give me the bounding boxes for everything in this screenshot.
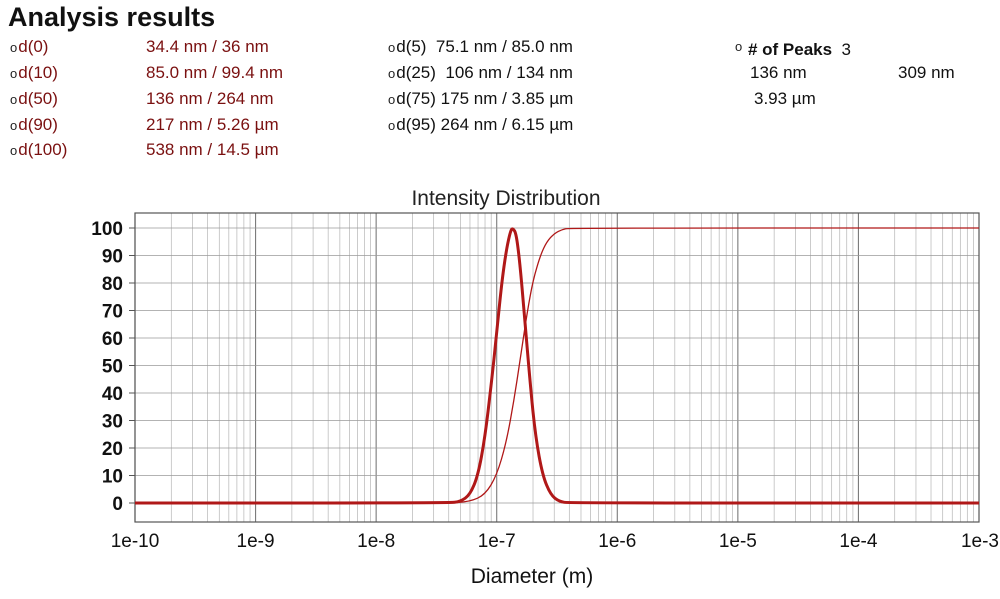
y-tick-label: 60: [102, 329, 123, 350]
plot-frame: [134, 212, 980, 523]
stat-d95: od(95) 264 nm / 6.15 µm: [388, 115, 574, 134]
series-line-2: [135, 227, 979, 504]
x-axis-label: Diameter (m): [471, 565, 594, 588]
y-tick-label: 10: [102, 467, 123, 488]
chart-grid: [134, 213, 979, 522]
peak-value-3: 3.93 µm: [754, 89, 816, 108]
x-tick-label: 1e-6: [598, 531, 636, 552]
peak-value-2: 309 nm: [898, 63, 955, 82]
stat-d25: od(25) 106 nm / 134 nm: [388, 63, 573, 82]
y-tick-label: 70: [102, 302, 123, 323]
y-tick-label: 100: [91, 219, 123, 240]
series-line-1: [135, 227, 979, 505]
y-axis-ticks: 0 10 20 30 40 50 60 70 80 90 100: [91, 219, 135, 515]
x-tick-label: 1e-5: [719, 531, 757, 552]
x-tick-label: 1e-7: [478, 531, 516, 552]
stat-d90: od(90) 217 nm / 5.26 µm: [10, 115, 279, 134]
x-tick-label: 1e-8: [357, 531, 395, 552]
stat-d75: od(75) 175 nm / 3.85 µm: [388, 89, 574, 108]
stat-d5: od(5) 75.1 nm / 85.0 nm: [388, 37, 573, 56]
x-tick-label: 1e-4: [839, 531, 877, 552]
chart-title: Intensity Distribution: [411, 187, 600, 210]
y-tick-label: 40: [102, 384, 123, 405]
chart-series: [135, 227, 979, 505]
y-tick-label: 0: [112, 494, 123, 515]
analysis-results-heading: Analysis results: [8, 2, 216, 32]
x-axis-ticks: 1e-10 1e-9 1e-8 1e-7 1e-6 1e-5 1e-4 1e-3: [111, 531, 999, 552]
stat-d0: od(0) 34.4 nm / 36 nm: [10, 37, 269, 56]
peaks-count: 3: [841, 40, 851, 59]
peak-value-1: 136 nm: [750, 63, 807, 82]
stat-d10: od(10) 85.0 nm / 99.4 nm: [10, 63, 284, 82]
x-tick-label: 1e-9: [237, 531, 275, 552]
x-tick-label: 1e-3: [961, 531, 999, 552]
x-tick-label: 1e-10: [111, 531, 160, 552]
y-tick-label: 90: [102, 247, 123, 268]
y-tick-label: 50: [102, 357, 123, 378]
y-tick-label: 80: [102, 274, 123, 295]
y-tick-label: 30: [102, 412, 123, 433]
y-tick-label: 20: [102, 439, 123, 460]
peaks-label: # of Peaks: [747, 40, 833, 59]
stat-d50: od(50) 136 nm / 264 nm: [10, 89, 274, 108]
stat-d100: od(100) 538 nm / 14.5 µm: [10, 140, 279, 159]
peaks-count-row: o # of Peaks 3: [735, 39, 851, 59]
